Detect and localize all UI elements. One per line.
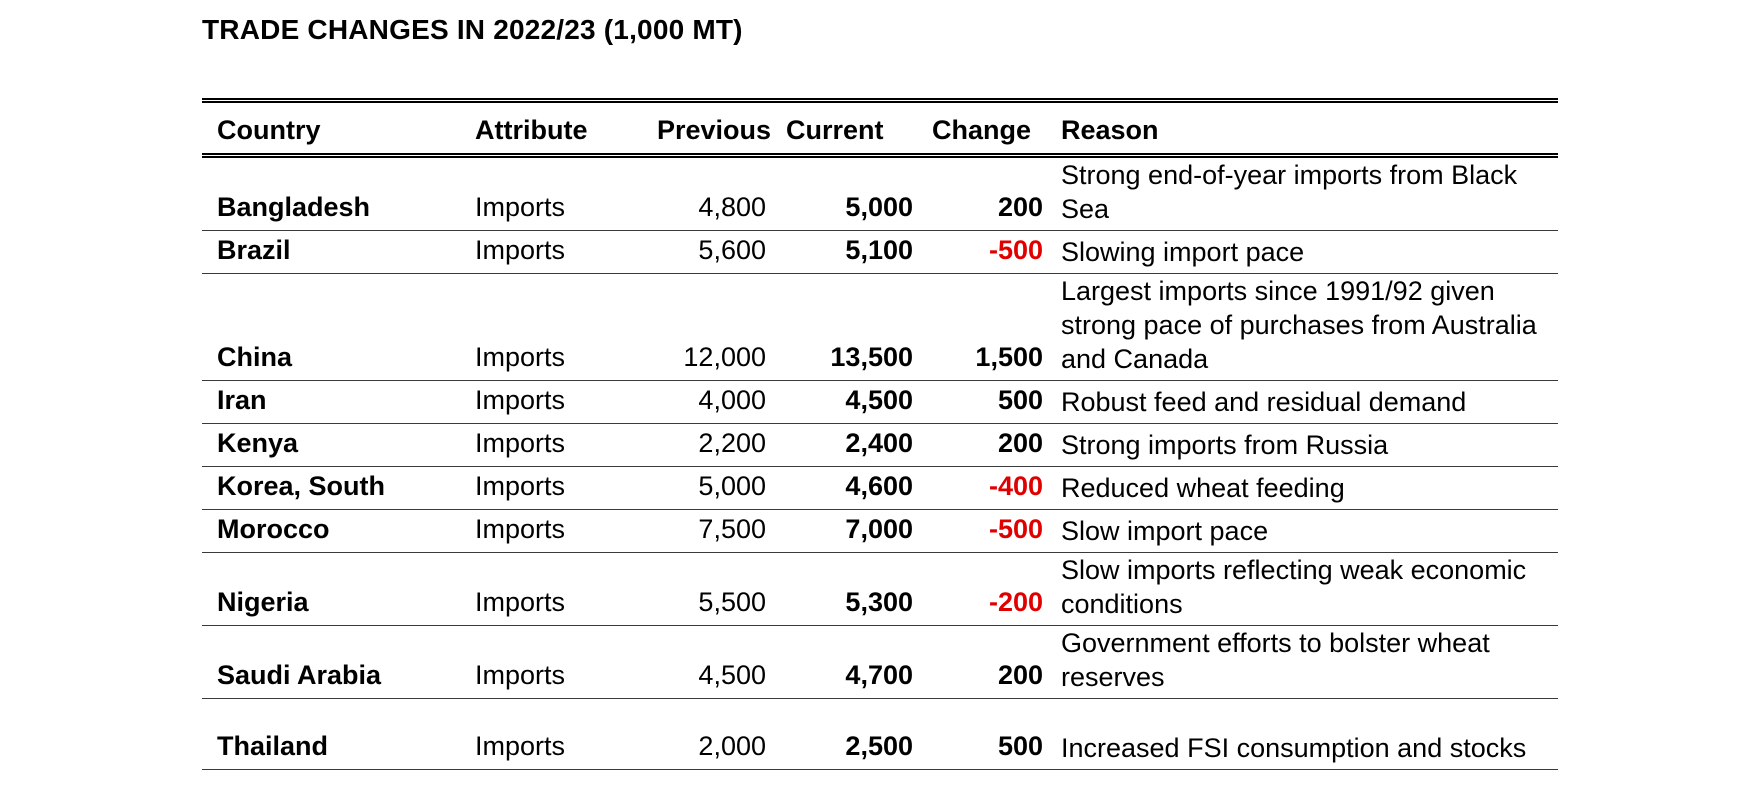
cell-change: -400 bbox=[923, 466, 1053, 510]
cell-attribute: Imports bbox=[475, 625, 642, 699]
cell-attribute: Imports bbox=[475, 552, 642, 626]
cell-previous: 4,500 bbox=[642, 625, 776, 699]
cell-country: China bbox=[202, 273, 475, 381]
column-header-current: Current bbox=[776, 98, 923, 158]
cell-reason: Reduced wheat feeding bbox=[1053, 466, 1558, 510]
cell-current: 4,700 bbox=[776, 625, 923, 699]
header-row: Country Attribute Previous Current Chang… bbox=[202, 98, 1558, 158]
cell-country: Bangladesh bbox=[202, 155, 475, 231]
table-row: Kenya Imports 2,200 2,400 200 Strong imports … bbox=[202, 423, 1558, 467]
cell-current: 4,600 bbox=[776, 466, 923, 510]
column-header-change: Change bbox=[923, 98, 1053, 158]
cell-previous: 2,000 bbox=[642, 698, 776, 770]
cell-current: 5,100 bbox=[776, 230, 923, 274]
page-title: TRADE CHANGES IN 2022/23 (1,000 MT) bbox=[202, 14, 743, 45]
cell-country: Kenya bbox=[202, 423, 475, 467]
cell-previous: 2,200 bbox=[642, 423, 776, 467]
cell-change: 500 bbox=[923, 380, 1053, 424]
cell-country: Brazil bbox=[202, 230, 475, 274]
cell-change: -500 bbox=[923, 230, 1053, 274]
cell-country: Saudi Arabia bbox=[202, 625, 475, 699]
table-row: Morocco Imports 7,500 7,000 -500 Slow import … bbox=[202, 509, 1558, 553]
cell-attribute: Imports bbox=[475, 466, 642, 510]
cell-change: 200 bbox=[923, 423, 1053, 467]
cell-change: 200 bbox=[923, 155, 1053, 231]
cell-current: 4,500 bbox=[776, 380, 923, 424]
cell-reason: Slowing import pace bbox=[1053, 230, 1558, 274]
cell-previous: 12,000 bbox=[642, 273, 776, 381]
column-header-attribute: Attribute bbox=[475, 98, 642, 158]
cell-reason: Increased FSI consumption and stocks bbox=[1053, 698, 1558, 770]
cell-previous: 5,500 bbox=[642, 552, 776, 626]
cell-reason: Largest imports since 1991/92 given stro… bbox=[1053, 273, 1558, 381]
cell-country: Thailand bbox=[202, 698, 475, 770]
trade-changes-table-container: Country Attribute Previous Current Chang… bbox=[202, 98, 1558, 770]
cell-country: Korea, South bbox=[202, 466, 475, 510]
cell-attribute: Imports bbox=[475, 509, 642, 553]
cell-country: Nigeria bbox=[202, 552, 475, 626]
cell-current: 2,500 bbox=[776, 698, 923, 770]
trade-changes-table: Country Attribute Previous Current Chang… bbox=[202, 98, 1558, 770]
cell-change: 1,500 bbox=[923, 273, 1053, 381]
cell-country: Iran bbox=[202, 380, 475, 424]
table-row: Nigeria Imports 5,500 5,300 -200 Slow imports… bbox=[202, 552, 1558, 626]
cell-previous: 4,800 bbox=[642, 155, 776, 231]
cell-reason: Strong imports from Russia bbox=[1053, 423, 1558, 467]
table-row: Korea, South Imports 5,000 4,600 -400 Reduced… bbox=[202, 466, 1558, 510]
cell-current: 7,000 bbox=[776, 509, 923, 553]
cell-reason: Government efforts to bolster wheat rese… bbox=[1053, 625, 1558, 699]
cell-current: 5,000 bbox=[776, 155, 923, 231]
cell-previous: 5,600 bbox=[642, 230, 776, 274]
table-body: Bangladesh Imports 4,800 5,000 200 Strong end… bbox=[202, 155, 1558, 770]
cell-country: Morocco bbox=[202, 509, 475, 553]
cell-reason: Slow imports reflecting weak economic co… bbox=[1053, 552, 1558, 626]
column-header-previous: Previous bbox=[642, 98, 776, 158]
cell-current: 5,300 bbox=[776, 552, 923, 626]
table-row: Saudi Arabia Imports 4,500 4,700 200 Governme… bbox=[202, 625, 1558, 699]
cell-attribute: Imports bbox=[475, 698, 642, 770]
cell-change: 200 bbox=[923, 625, 1053, 699]
cell-change: -200 bbox=[923, 552, 1053, 626]
table-row: China Imports 12,000 13,500 1,500 Largest imp… bbox=[202, 273, 1558, 381]
table-row: Thailand Imports 2,000 2,500 500 Increased FS… bbox=[202, 698, 1558, 770]
table-row: Brazil Imports 5,600 5,100 -500 Slowing impor… bbox=[202, 230, 1558, 274]
cell-attribute: Imports bbox=[475, 423, 642, 467]
cell-attribute: Imports bbox=[475, 273, 642, 381]
cell-current: 13,500 bbox=[776, 273, 923, 381]
cell-reason: Robust feed and residual demand bbox=[1053, 380, 1558, 424]
cell-previous: 5,000 bbox=[642, 466, 776, 510]
table-row: Bangladesh Imports 4,800 5,000 200 Strong end… bbox=[202, 155, 1558, 231]
cell-previous: 4,000 bbox=[642, 380, 776, 424]
cell-change: 500 bbox=[923, 698, 1053, 770]
cell-attribute: Imports bbox=[475, 230, 642, 274]
column-header-reason: Reason bbox=[1053, 98, 1558, 158]
table-header: Country Attribute Previous Current Chang… bbox=[202, 98, 1558, 158]
table-row: Iran Imports 4,000 4,500 500 Robust feed and … bbox=[202, 380, 1558, 424]
cell-reason: Strong end-of-year imports from Black Se… bbox=[1053, 155, 1558, 231]
cell-reason: Slow import pace bbox=[1053, 509, 1558, 553]
cell-attribute: Imports bbox=[475, 155, 642, 231]
column-header-country: Country bbox=[202, 98, 475, 158]
cell-previous: 7,500 bbox=[642, 509, 776, 553]
cell-current: 2,400 bbox=[776, 423, 923, 467]
cell-change: -500 bbox=[923, 509, 1053, 553]
cell-attribute: Imports bbox=[475, 380, 642, 424]
